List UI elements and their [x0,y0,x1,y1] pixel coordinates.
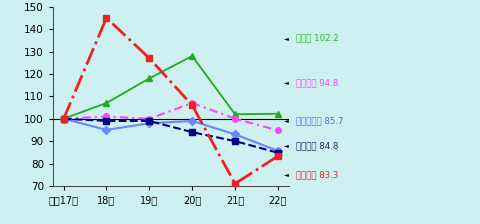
Text: 出荷額 102.2: 出荷額 102.2 [295,34,338,43]
Text: ◄: ◄ [283,143,288,148]
Text: 投資総額 83.3: 投資総額 83.3 [295,170,337,179]
Text: 事業所数 84.8: 事業所数 84.8 [295,141,337,150]
Text: ◄: ◄ [283,118,288,123]
Text: ◄: ◄ [283,80,288,85]
Text: ◄: ◄ [283,36,288,41]
Text: 付加価値額 85.7: 付加価値額 85.7 [295,116,343,125]
Text: 従業者数 94.8: 従業者数 94.8 [295,78,337,87]
Text: ◄: ◄ [283,172,288,177]
